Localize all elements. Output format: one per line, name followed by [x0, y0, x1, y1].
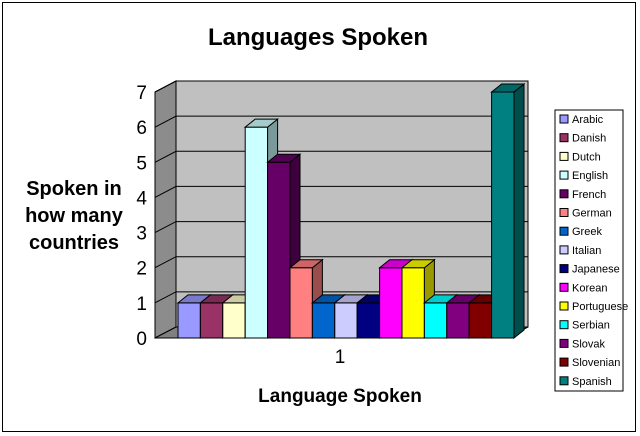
legend-label: Korean — [572, 282, 607, 294]
bar-side — [513, 82, 525, 340]
bar-front — [379, 267, 403, 339]
legend-item: Slovenian — [559, 357, 620, 369]
legend-item: Spanish — [559, 376, 612, 388]
bar-top — [266, 153, 302, 163]
y-tick-label: 3 — [136, 224, 147, 245]
bar-front — [267, 161, 291, 339]
legend-label: Dutch — [572, 151, 601, 163]
legend-swatch — [559, 301, 569, 311]
legend-label: Greek — [572, 226, 602, 238]
bar-front — [423, 302, 448, 339]
legend-swatch — [559, 133, 569, 143]
legend-label: German — [572, 208, 612, 220]
legend-label: Serbian — [572, 320, 610, 332]
legend-swatch — [559, 264, 569, 274]
y-axis-title-line-3: countries — [29, 232, 119, 254]
legend-swatch — [559, 338, 569, 348]
bar-top — [288, 259, 324, 269]
legend-swatch — [559, 282, 569, 292]
y-tick-label: 0 — [136, 329, 147, 350]
legend-item: French — [559, 189, 606, 201]
side-wall — [154, 80, 177, 339]
legend-swatch — [559, 357, 569, 367]
legend-swatch — [559, 208, 569, 217]
legend-label: Slovenian — [572, 357, 620, 369]
bar-front — [222, 302, 246, 339]
bar-top — [400, 259, 436, 269]
bar-top — [490, 83, 526, 93]
legend-item: Arabic — [559, 114, 604, 126]
legend-item: Dutch — [559, 151, 601, 163]
y-axis-ticks: 0 1 2 3 4 5 6 7 — [136, 83, 147, 350]
legend-item: Greek — [559, 226, 602, 238]
back-wall — [175, 80, 529, 328]
legend-item: English — [559, 170, 608, 182]
bar-front — [199, 302, 224, 339]
bar-front — [401, 267, 425, 339]
legend-label: Danish — [572, 133, 606, 145]
chart-title: Languages Spoken — [208, 24, 428, 51]
legend-swatch — [559, 320, 569, 330]
legend-label: Japanese — [572, 264, 620, 276]
y-tick-label: 5 — [136, 153, 147, 174]
legend-label: Italian — [572, 245, 601, 257]
bar-front — [177, 302, 201, 339]
gridline — [154, 185, 528, 198]
x-tick-label: 1 — [335, 347, 346, 368]
y-axis-title-line-2: how many — [25, 205, 124, 227]
y-tick-label: 7 — [136, 83, 147, 104]
bars — [176, 82, 526, 340]
legend-label: Portuguese — [572, 301, 628, 313]
legend-swatch — [559, 189, 569, 199]
legend-swatch — [559, 114, 569, 124]
legend-label: Arabic — [572, 114, 604, 126]
bar-front — [334, 302, 358, 339]
legend-item: Danish — [559, 133, 606, 145]
gridline — [154, 221, 528, 234]
gridline — [154, 80, 528, 93]
legend-item: Italian — [559, 245, 601, 257]
bar-front — [289, 267, 313, 339]
gridline — [154, 150, 528, 163]
legend-label: Slovak — [572, 338, 606, 350]
legend-label: French — [572, 189, 606, 201]
legend-item: German — [559, 208, 612, 220]
legend-label: Spanish — [572, 376, 612, 388]
bar-spanish — [490, 82, 526, 340]
y-axis-title-line-1: Spoken in — [26, 178, 122, 200]
gridline — [154, 115, 528, 128]
legend-label: English — [572, 170, 608, 182]
y-tick-label: 6 — [136, 118, 147, 139]
bar-front — [311, 302, 336, 339]
legend-swatch — [559, 245, 569, 255]
legend-item: Slovak — [559, 338, 606, 350]
y-tick-label: 4 — [136, 188, 147, 209]
legend-item: Korean — [559, 282, 607, 294]
bar-top — [243, 118, 280, 128]
legend-item: Portuguese — [559, 301, 628, 313]
y-tick-label: 1 — [136, 294, 147, 315]
legend-item: Japanese — [559, 264, 620, 276]
y-axis-title: Spoken in how many countries — [25, 178, 124, 254]
bar-front — [356, 302, 381, 339]
bar-front — [468, 302, 493, 339]
bar-front — [244, 126, 269, 339]
y-tick-label: 2 — [136, 259, 147, 280]
legend-swatch — [559, 170, 569, 180]
gridline — [154, 256, 528, 269]
legend-swatch — [559, 376, 569, 386]
legend-swatch — [559, 151, 569, 161]
legend-swatch — [559, 226, 569, 236]
legend-item: Serbian — [559, 320, 610, 332]
x-axis-title: Language Spoken — [258, 386, 422, 407]
bar-front — [446, 302, 470, 339]
bar-front — [491, 91, 515, 339]
legend: Arabic Danish Dutch English French German Gree… — [559, 114, 628, 388]
